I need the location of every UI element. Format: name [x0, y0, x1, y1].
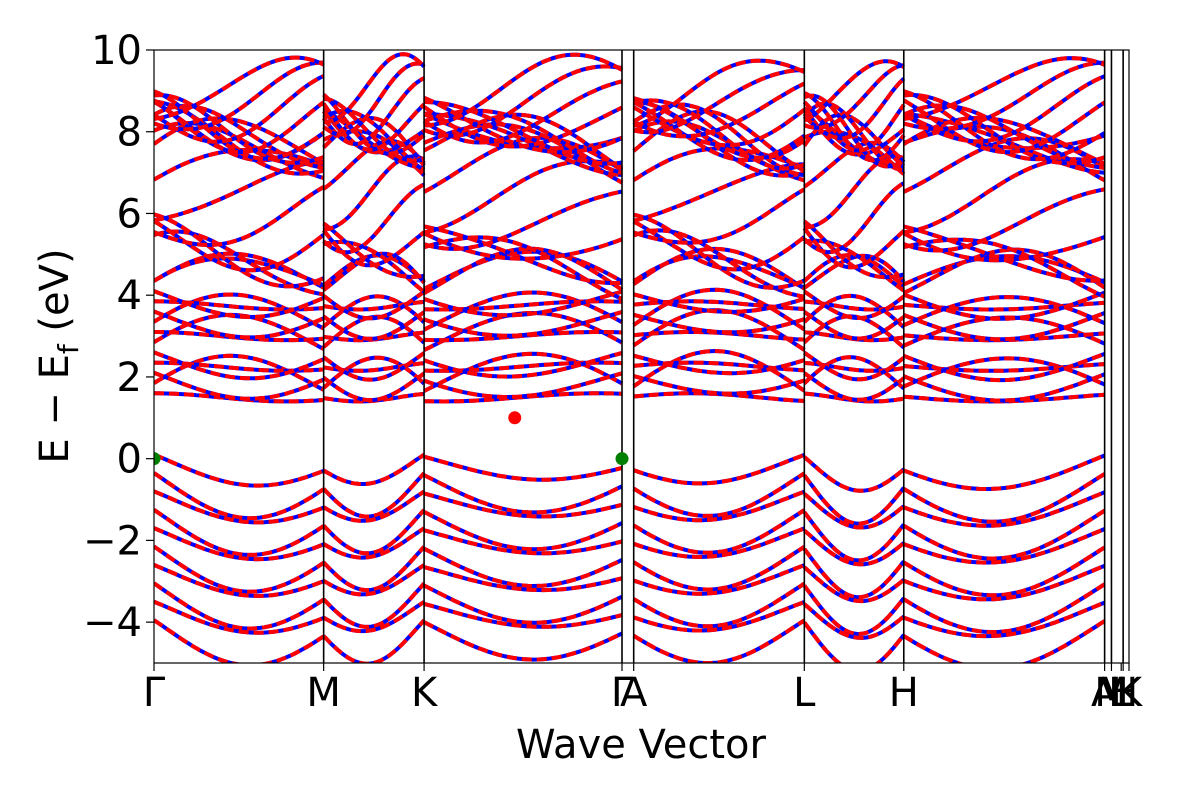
band-line-red	[154, 508, 1106, 563]
band-line-red	[154, 563, 1106, 604]
band-line-blue	[154, 181, 1105, 255]
band-lines	[154, 52, 1106, 663]
band-line-red	[154, 360, 1105, 373]
y-axis-label-subscript: f	[52, 343, 85, 354]
y-tick-label: −4	[83, 600, 142, 646]
y-tick-label: 8	[117, 110, 142, 156]
band-line-red	[154, 544, 1106, 600]
band-line-red	[154, 471, 1106, 526]
y-axis-ticks: 10 8 6 4 2 0 −2 −4	[83, 28, 154, 646]
band-line-blue	[154, 289, 1106, 321]
band-line-blue	[154, 370, 1106, 403]
x-tick-label: Γ	[611, 670, 634, 716]
band-line-blue	[154, 309, 1106, 342]
band-line-red	[154, 618, 1106, 663]
y-tick-label: 4	[117, 273, 142, 319]
x-tick-label: A	[620, 670, 648, 716]
y-axis-label: E − Ef (eV)	[32, 248, 85, 463]
y-tick-label: 6	[117, 191, 142, 237]
x-tick-label: H	[1108, 670, 1138, 716]
band-line-red	[154, 52, 1106, 128]
y-tick-label: 2	[117, 355, 142, 401]
band-line-red	[154, 489, 1106, 530]
band-line-red	[154, 581, 1106, 637]
y-tick-label: 0	[117, 437, 142, 483]
band-line-red	[154, 101, 1105, 178]
band-line-red	[154, 219, 1106, 273]
band-line-red	[154, 348, 1106, 393]
band-line-red	[154, 60, 1105, 138]
band-line-red	[154, 452, 1106, 493]
band-line-red	[154, 93, 1106, 171]
plot-frame	[153, 49, 1130, 664]
band-line-red	[154, 228, 1106, 301]
band-edge-marker	[508, 411, 522, 425]
band-line-red	[154, 246, 1106, 295]
band-line-red	[154, 98, 1106, 155]
x-tick-label: H	[889, 670, 919, 716]
band-edge-marker	[154, 452, 161, 466]
x-tick-label: M	[1094, 670, 1129, 716]
band-edge-marker	[615, 452, 629, 466]
x-tick-label: K	[411, 670, 439, 716]
band-line-red	[154, 154, 1106, 235]
band-line-red	[154, 299, 1105, 312]
x-tick-label: M	[306, 670, 341, 716]
band-line-red	[154, 74, 1106, 146]
y-tick-label: 10	[91, 28, 142, 74]
band-edge-markers	[154, 411, 629, 466]
y-axis-label-unit: (eV)	[32, 248, 78, 344]
band-line-red	[154, 287, 1106, 332]
band-line-blue	[154, 350, 1106, 383]
x-tick-label: L	[1110, 670, 1133, 716]
band-line-red	[154, 100, 1106, 163]
band-line-red	[154, 109, 1106, 173]
high-symmetry-lines	[322, 50, 1124, 663]
x-axis-label: Wave Vector	[516, 722, 767, 768]
band-line-red	[154, 526, 1106, 567]
y-tick-label: −2	[83, 518, 142, 564]
x-tick-label: Γ	[143, 670, 166, 716]
x-tick-label: K	[1116, 670, 1144, 716]
x-tick-label: A	[1091, 670, 1119, 716]
x-tick-label: L	[793, 670, 816, 716]
band-line-red	[154, 599, 1106, 640]
band-line-red	[154, 99, 1105, 178]
